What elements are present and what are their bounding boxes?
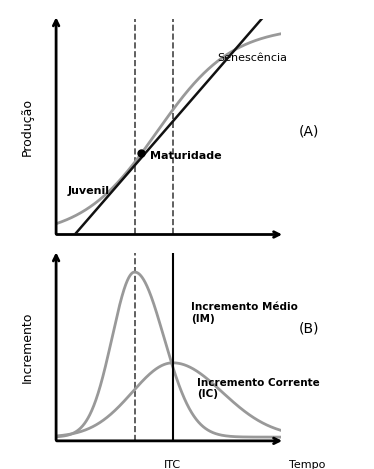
Text: Produção: Produção: [21, 98, 33, 156]
Text: Senescência: Senescência: [218, 53, 288, 62]
Text: Incremento Corrente
(IC): Incremento Corrente (IC): [197, 378, 320, 399]
Text: (B): (B): [299, 321, 320, 335]
Text: (A): (A): [299, 124, 319, 138]
Text: Tempo: Tempo: [289, 460, 326, 469]
Text: Maturidade: Maturidade: [150, 151, 222, 160]
Text: Incremento Médio
(IM): Incremento Médio (IM): [191, 303, 298, 324]
Text: Incremento: Incremento: [21, 311, 33, 383]
Text: Juvenil: Juvenil: [67, 186, 109, 197]
Text: ITC: ITC: [164, 460, 181, 469]
